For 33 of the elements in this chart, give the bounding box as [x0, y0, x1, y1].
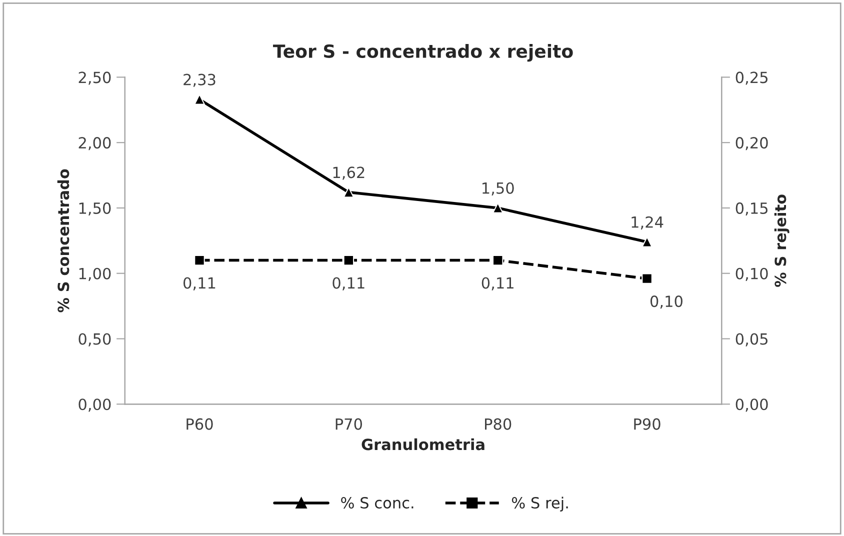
data-label: 1,62	[333, 166, 364, 180]
legend-label: % S rej.	[512, 496, 568, 512]
chart-title: Teor S - concentrado x rejeito	[273, 44, 573, 62]
data-label: 2,33	[184, 74, 216, 87]
x-tick-label: P70	[336, 418, 362, 430]
y-tick-label: 2,00	[78, 137, 111, 150]
legend-label: % S conc.	[341, 497, 414, 509]
y2-tick-label: 0,20	[736, 137, 768, 150]
data-label: 1,50	[482, 182, 514, 196]
y2-tick-label: 0,10	[736, 268, 768, 281]
y-tick-label: 1,50	[79, 202, 111, 216]
x-axis-title: Granulometria	[362, 438, 484, 450]
y2-tick-label: 0,15	[736, 202, 768, 216]
point	[194, 94, 205, 105]
point	[642, 236, 652, 248]
data-label: 1,24	[632, 216, 664, 230]
y-axis-title: % S concentrado	[57, 169, 70, 312]
x-tick-label: P60	[186, 418, 213, 430]
y-tick-label: 0,50	[78, 333, 111, 346]
data-label: 0,11	[184, 277, 216, 290]
x-tick-label: P80	[485, 418, 512, 430]
point	[492, 202, 504, 214]
y2-tick-label: 0,25	[736, 72, 768, 85]
x-tick-label: P90	[634, 418, 660, 430]
data-label: 0,11	[332, 277, 364, 290]
data-label: 0,11	[482, 277, 514, 290]
y-tick-label: 2,50	[78, 72, 111, 85]
y2-tick-label: 0,00	[736, 398, 768, 412]
y2-tick-label: 0,05	[736, 333, 768, 346]
y2-axis-title: % S rejeito	[774, 194, 790, 287]
y-tick-label: 1,00	[79, 268, 111, 281]
y-tick-label: 0,00	[78, 398, 111, 412]
data-label: 0,10	[650, 296, 682, 309]
